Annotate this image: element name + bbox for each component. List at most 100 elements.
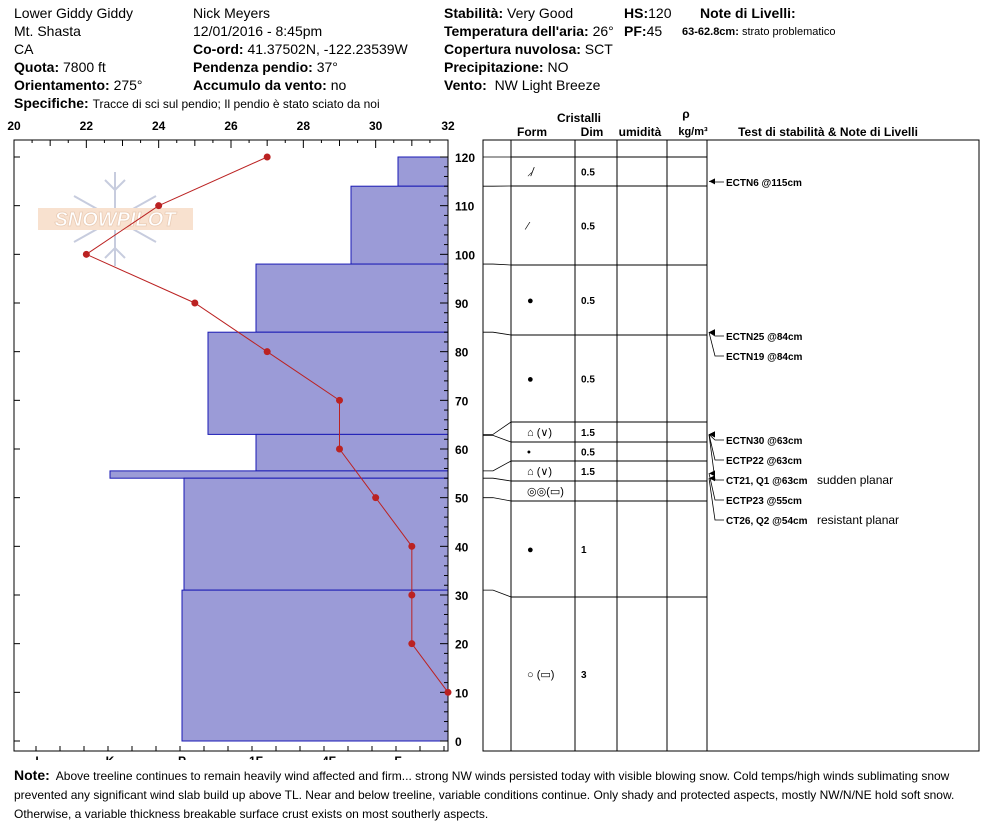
pf-value: 45: [646, 23, 663, 39]
test-arrow-2: [708, 332, 724, 357]
test-label-3: ECTN30 @63cm: [726, 436, 803, 447]
test-label-4: ECTP22 @63cm: [726, 456, 802, 467]
layer-connector-5: [483, 434, 512, 443]
temperature-point-3: [191, 299, 199, 307]
height-tick-label-9: 90: [455, 297, 469, 311]
temperature-point-7: [372, 494, 380, 502]
hardness-tick-label-5: F: [394, 754, 401, 760]
test-note-5: sudden planar: [817, 473, 893, 487]
temp-tick-label-2: 24: [152, 119, 166, 133]
layer-form-9: ○ (▭): [527, 669, 554, 681]
test-arrowhead-7: [709, 475, 715, 482]
height-tick-label-2: 20: [455, 638, 469, 652]
layer-form-0: ⸝̸: [527, 167, 535, 179]
state: CA: [14, 41, 34, 57]
note-label: Note:: [14, 767, 50, 783]
hardness-bar-3: [207, 331, 449, 435]
height-tick-label-3: 30: [455, 589, 469, 603]
layer-size-9: 3: [581, 670, 587, 681]
details-label: Specifiche:: [14, 95, 89, 111]
test-label-7: CT26, Q2 @54cm: [726, 516, 808, 527]
layer-size-6: 1.5: [581, 467, 595, 478]
air-temp-row: Temperatura dell'aria: 26°: [444, 23, 614, 39]
layer-note-row: 63-62.8cm: strato problematico: [682, 24, 835, 40]
layer-connector-6: [483, 460, 512, 472]
layer-connector-9: [483, 589, 512, 598]
layer-form-3: ●: [527, 374, 534, 386]
details-row: Specifiche: Tracce di sci sul pendio; Il…: [14, 95, 380, 112]
hardness-bar-7: [181, 589, 449, 742]
hardness-tick-label-4: 4F: [322, 754, 336, 760]
aspect-value: 275°: [113, 77, 143, 93]
layer-form-1: ⁄: [524, 221, 531, 233]
temperature-point-1: [155, 202, 163, 210]
stability-value: Very Good: [507, 5, 574, 21]
test-arrowhead-0: [709, 178, 715, 185]
layer-notes-label: Note di Livelli:: [700, 5, 796, 21]
layer-table: Cristalli Form Dim umidità ρ kg/m³ Test di sta…: [482, 107, 980, 752]
cloud-value: SCT: [584, 41, 613, 57]
col-header-size: Dim: [581, 125, 604, 139]
layer-connector-2: [483, 263, 512, 266]
precip-row: Precipitazione: NO: [444, 59, 568, 75]
col-header-rho: ρ: [682, 107, 689, 121]
aspect-row: Orientamento: 275°: [14, 77, 143, 93]
hardness-bar-1: [350, 185, 449, 265]
elevation-row: Quota: 7800 ft: [14, 59, 106, 75]
snowpilot-logo: SNOWPILOT: [38, 172, 193, 266]
layer-size-5: 0.5: [581, 448, 595, 459]
test-arrow-4: [708, 434, 724, 461]
slope-label: Pendenza pendio:: [193, 59, 313, 75]
logo-text: SNOWPILOT: [54, 209, 177, 231]
temperature-point-8: [408, 542, 416, 550]
hs-value: 120: [648, 5, 672, 21]
wind-row: Vento: NW Light Breeze: [444, 77, 600, 93]
test-note-7: resistant planar: [817, 513, 899, 527]
temperature-point-5: [336, 396, 343, 404]
temperature-line: [85, 156, 449, 693]
layer-size-4: 1.5: [581, 428, 595, 439]
temperature-point-2: [82, 250, 90, 258]
layer-size-3: 0.5: [581, 375, 595, 386]
temperature-point-10: [408, 640, 416, 648]
pf-row: PF:45: [624, 23, 662, 39]
pf-label: PF:: [624, 23, 647, 39]
test-label-1: ECTN25 @84cm: [726, 332, 803, 343]
hardness-tick-label-3: 1F: [249, 754, 263, 760]
wind-load-row: Accumulo da vento: no: [193, 77, 346, 93]
layer-note-text: strato problematico: [741, 26, 836, 38]
test-arrow-3: [708, 434, 724, 441]
wind-load-label: Accumulo da vento:: [193, 77, 327, 93]
note-text: Above treeline continues to remain heavi…: [14, 769, 955, 821]
note-block: Note: Above treeline continues to remain…: [14, 766, 980, 824]
col-header-tests: Test di stabilità & Note di Livelli: [738, 125, 918, 139]
temp-tick-label-6: 32: [441, 119, 455, 133]
layer-size-0: 0.5: [581, 168, 595, 179]
col-header-moisture: umidità: [619, 125, 662, 139]
layer-connector-7: [483, 477, 512, 482]
coord-value: 41.37502N, -122.23539W: [247, 41, 408, 57]
layer-note-range: 63-62.8cm:: [682, 26, 739, 38]
logo-band: [38, 208, 193, 230]
col-header-density: kg/m³: [678, 126, 708, 138]
layer-form-2: ●: [527, 295, 534, 307]
stability-row: Stabilità: Very Good: [444, 5, 573, 21]
hardness-bar-2: [255, 263, 449, 333]
temp-tick-label-5: 30: [369, 119, 383, 133]
col-header-form: Form: [517, 125, 547, 139]
slope-value: 37°: [316, 59, 338, 75]
layer-form-6: ⌂ (∨): [527, 466, 552, 478]
hardness-bar-0: [397, 156, 449, 187]
layer-size-2: 0.5: [581, 296, 595, 307]
height-tick-label-5: 50: [455, 492, 469, 506]
location: Lower Giddy Giddy: [14, 5, 134, 21]
hardness-tick-label-0: I: [35, 754, 38, 760]
layer-connector-3: [483, 331, 512, 336]
layer-form-8: ●: [527, 544, 534, 556]
test-arrow-6: [708, 473, 724, 501]
hardness-bar-6: [183, 477, 449, 591]
slope-row: Pendenza pendio: 37°: [193, 59, 338, 75]
aspect-label: Orientamento:: [14, 77, 110, 93]
layer-size-1: 0.5: [581, 222, 595, 233]
test-arrowhead-5: [709, 431, 715, 438]
